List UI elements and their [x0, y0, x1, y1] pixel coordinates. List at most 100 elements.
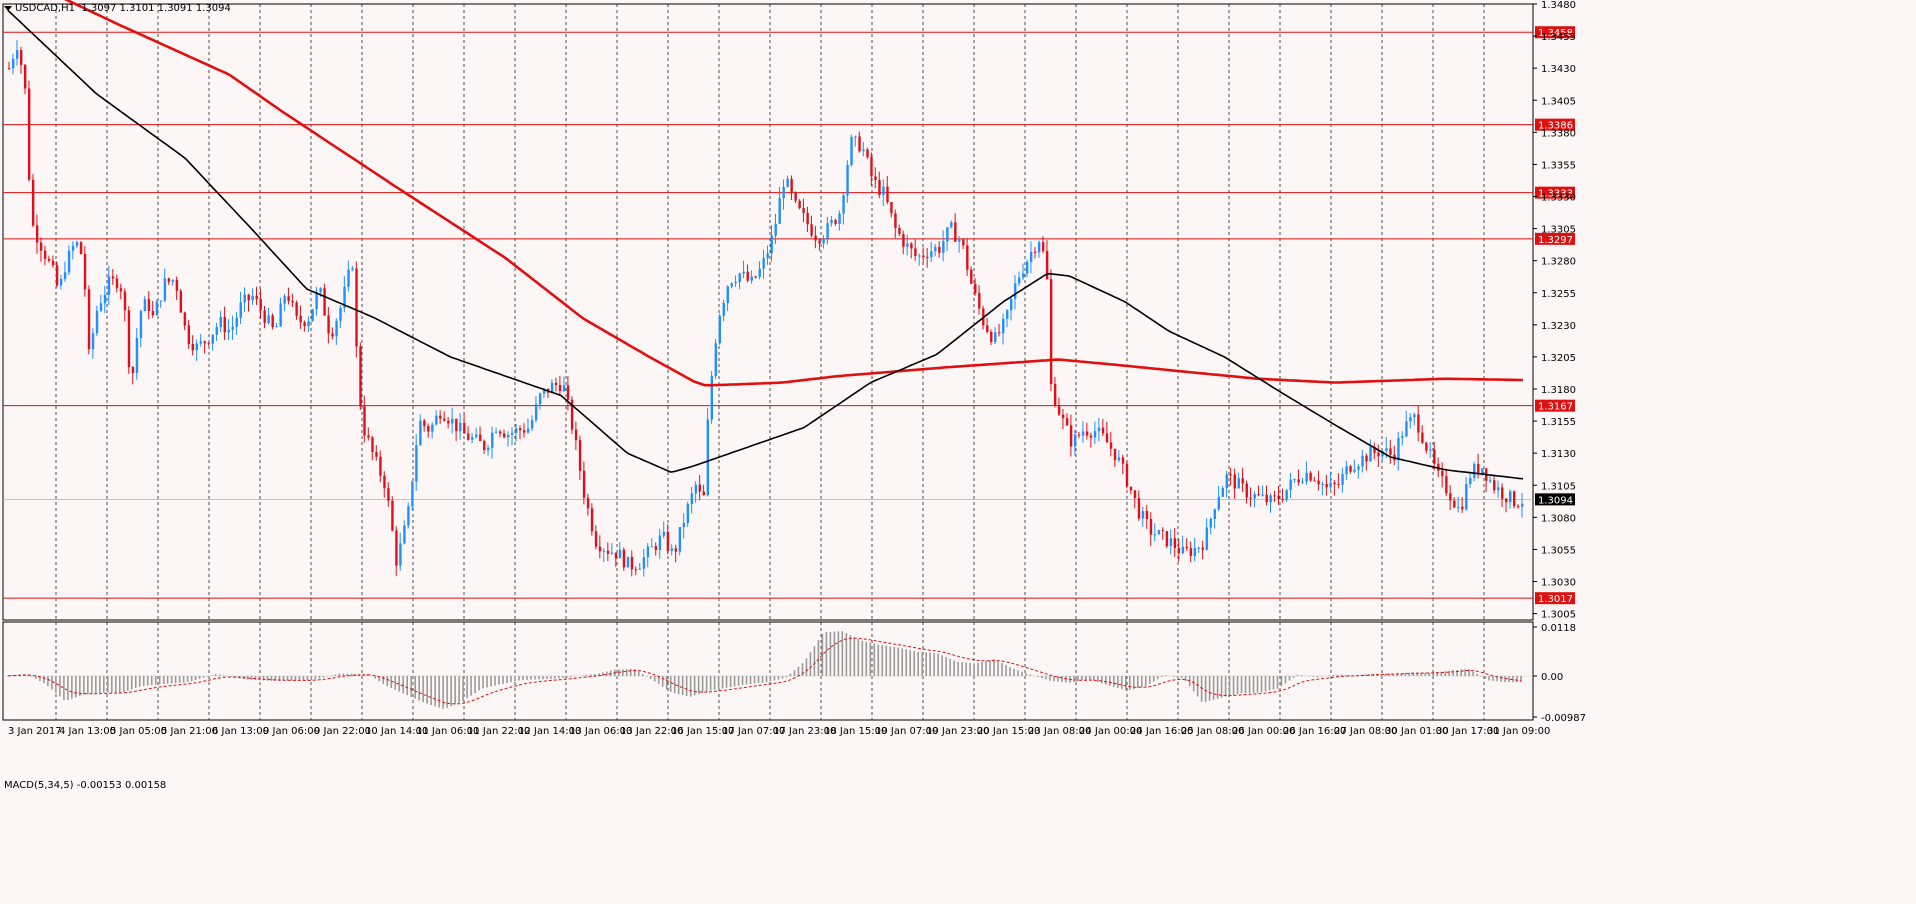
candle-body	[163, 278, 167, 301]
candle-body	[23, 64, 27, 89]
candle-body	[1369, 446, 1372, 462]
candle-body	[335, 320, 338, 337]
candle-body	[79, 242, 83, 254]
y-tick-label: 1.3205	[1541, 353, 1576, 364]
candle-body	[275, 326, 278, 328]
candle-body	[51, 260, 55, 266]
candle-body	[1025, 261, 1029, 274]
y-tick-label: 1.3155	[1541, 417, 1576, 428]
candle-body	[554, 382, 558, 385]
candle-body	[363, 406, 366, 436]
candle-body	[1305, 472, 1308, 482]
candle-body	[966, 245, 969, 270]
candle-body	[259, 299, 262, 311]
candle-body	[770, 235, 773, 254]
candle-body	[1189, 548, 1193, 556]
candle-body	[31, 179, 35, 226]
candle-body	[75, 242, 79, 246]
candle-body	[1361, 455, 1364, 467]
candle-body	[874, 176, 877, 181]
candle-body	[870, 157, 873, 177]
candle-body	[227, 329, 230, 333]
candle-body	[526, 428, 530, 433]
candle-body	[511, 432, 514, 436]
candle-body	[1149, 519, 1153, 535]
candle-body	[638, 568, 642, 570]
candle-body	[1469, 477, 1472, 485]
candle-body	[762, 258, 765, 269]
candle-body	[842, 195, 845, 214]
x-tick-label: 9 Jan 22:00	[314, 726, 371, 737]
x-tick-label: 30 Jan 01:00	[1385, 726, 1448, 737]
candle-body	[750, 276, 753, 281]
candle-body	[582, 470, 586, 498]
level-tag	[1535, 592, 1575, 605]
candle-body	[507, 435, 510, 438]
candle-body	[918, 255, 921, 257]
candle-body	[614, 552, 618, 559]
candle-body	[926, 256, 929, 258]
candle-body	[586, 497, 590, 509]
x-tick-label: 13 Jan 22:00	[620, 726, 683, 737]
candle-body	[862, 149, 865, 152]
candle-body	[1333, 482, 1336, 485]
candle-body	[1037, 242, 1041, 253]
candle-body	[1325, 483, 1328, 488]
candle-body	[1109, 442, 1113, 449]
candle-body	[63, 272, 67, 279]
candle-body	[1345, 466, 1348, 475]
candle-body	[175, 279, 179, 291]
chart-menu-triangle-icon[interactable]	[4, 5, 12, 11]
candle-body	[1429, 449, 1432, 451]
candle-body	[882, 186, 885, 195]
candle-body	[1181, 546, 1185, 554]
ma-fast-line	[7, 9, 1524, 480]
candle-body	[646, 546, 650, 558]
macd-y-tick-label: 0.00	[1541, 672, 1563, 683]
candle-body	[355, 268, 358, 347]
candle-body	[618, 549, 622, 559]
candle-body	[1289, 479, 1292, 490]
candle-body	[786, 178, 789, 187]
candle-body	[1401, 436, 1404, 439]
candle-body	[279, 303, 282, 327]
candle-body	[215, 327, 218, 335]
candle-body	[1373, 446, 1376, 453]
candle-body	[822, 238, 825, 244]
y-tick-label: 1.3180	[1541, 385, 1576, 396]
candle-body	[1057, 405, 1061, 415]
candle-body	[1257, 494, 1260, 496]
candle-body	[846, 164, 849, 196]
candle-body	[131, 367, 135, 373]
candle-body	[1033, 251, 1037, 253]
candle-body	[1010, 298, 1013, 311]
candle-body	[1129, 486, 1133, 491]
candle-body	[754, 276, 757, 278]
level-tag	[1535, 399, 1575, 412]
candle-body	[798, 200, 801, 209]
candle-body	[435, 415, 438, 425]
candle-body	[299, 315, 302, 323]
x-tick-label: 10 Jan 14:00	[365, 726, 428, 737]
candle-body	[1161, 530, 1165, 532]
level-label: 1.3017	[1538, 594, 1573, 605]
candle-body	[1265, 494, 1268, 503]
candle-body	[790, 178, 793, 193]
candle-body	[1449, 493, 1452, 501]
candle-body	[1253, 494, 1256, 499]
x-tick-label: 12 Jan 14:00	[518, 726, 581, 737]
candle-body	[954, 222, 957, 242]
candle-body	[962, 239, 965, 246]
candle-body	[738, 273, 741, 283]
candle-body	[894, 213, 897, 228]
candle-body	[942, 241, 945, 253]
candle-body	[1269, 495, 1272, 503]
candle-body	[1137, 498, 1141, 519]
y-tick-label: 1.3080	[1541, 513, 1576, 524]
candle-body	[1509, 491, 1512, 503]
candle-body	[351, 268, 354, 270]
candle-body	[1513, 491, 1516, 507]
candle-body	[1297, 479, 1300, 483]
candle-body	[1133, 490, 1137, 499]
